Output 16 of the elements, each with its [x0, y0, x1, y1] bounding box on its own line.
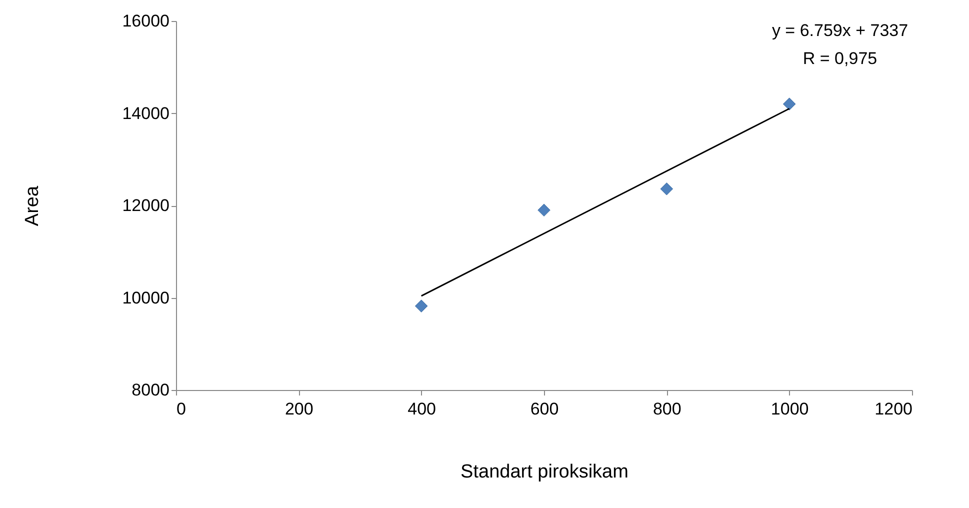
x-tick-label: 0 — [176, 400, 186, 418]
x-tick-label: 1000 — [770, 400, 809, 418]
annotation: y = 6.759x + 7337 — [772, 21, 908, 40]
y-tick-label: 16000 — [122, 12, 170, 30]
y-tick-label: 12000 — [122, 196, 170, 215]
x-tick-label: 600 — [530, 400, 559, 418]
x-tick-label: 1200 — [874, 400, 912, 418]
y-tick-label: 14000 — [122, 104, 170, 123]
y-tick-label: 10000 — [122, 288, 170, 308]
x-axis-title: Standart piroksikam — [460, 462, 628, 482]
x-tick-label: 800 — [652, 400, 682, 418]
annotation: R = 0,975 — [802, 49, 878, 68]
x-tick-label: 200 — [284, 400, 314, 418]
y-axis-title: Area — [22, 186, 44, 226]
y-tick-label: 8000 — [132, 380, 170, 400]
x-tick-label: 400 — [408, 400, 436, 418]
